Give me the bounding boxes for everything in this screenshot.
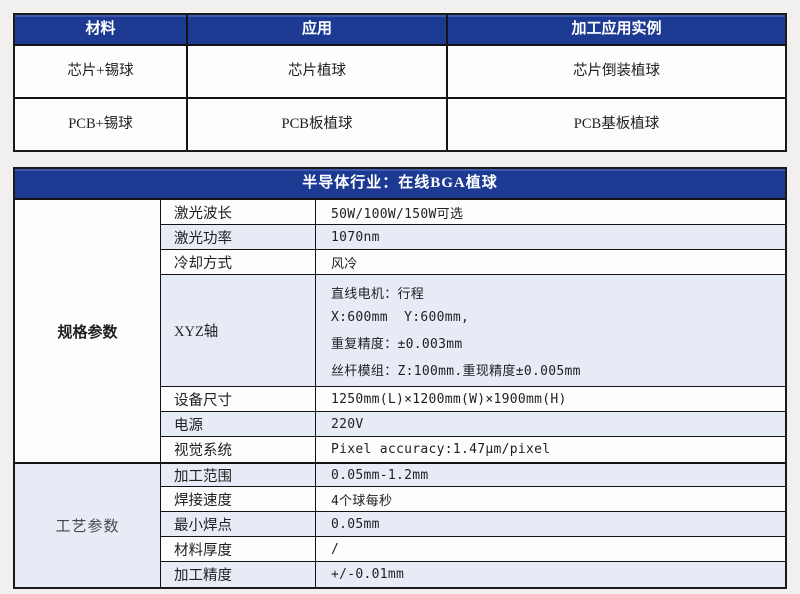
cell-processing-example: PCB基板植球 [573, 116, 660, 132]
param-value-line: 丝杆模组：Z:100mm.重现精度±0.005mm [331, 363, 581, 379]
table-row: 加工精度 +/-0.01mm [161, 562, 785, 587]
materials-table: 材料 应用 加工应用实例 芯片+锡球 芯片植球 芯片倒装植球 PCB+锡球 PC… [13, 13, 787, 152]
param-name: 激光功率 [161, 225, 316, 249]
spec-table: 半导体行业：在线BGA植球 规格参数 工艺参数 激光波长 50W/100W/15… [13, 167, 787, 589]
table-row: 加工范围 0.05mm-1.2mm [161, 462, 785, 487]
param-value: 直线电机：行程 X:600mm Y:600mm, 重复精度：±0.003mm 丝… [316, 275, 785, 386]
param-value: +/-0.01mm [331, 567, 405, 582]
param-name: 视觉系统 [161, 437, 316, 462]
param-name: 材料厚度 [161, 537, 316, 561]
table-row: 芯片+锡球 芯片植球 芯片倒装植球 [15, 46, 785, 99]
param-value: 220V [331, 416, 364, 432]
table-row: PCB+锡球 PCB板植球 PCB基板植球 [15, 99, 785, 150]
table-row: 视觉系统 Pixel accuracy:1.47μm/pixel [161, 437, 785, 462]
spec-table-title: 半导体行业：在线BGA植球 [15, 169, 785, 200]
param-value: 0.05mm [331, 516, 380, 532]
param-value: 风冷 [331, 256, 358, 272]
table-row: 电源 220V [161, 412, 785, 437]
param-name: 加工精度 [161, 562, 316, 587]
param-value-line: 重复精度：±0.003mm [331, 336, 463, 352]
header-cell-application: 应用 [186, 15, 448, 44]
table-row: 最小焊点 0.05mm [161, 512, 785, 537]
param-name: 焊接速度 [161, 487, 316, 511]
cell-application: 芯片植球 [186, 46, 448, 97]
param-value: 1070nm [331, 229, 380, 245]
cell-material: 芯片+锡球 [67, 63, 134, 79]
param-name: 冷却方式 [161, 250, 316, 274]
param-value: 4个球每秒 [331, 493, 393, 509]
cell-application: PCB板植球 [186, 99, 448, 150]
param-value: Pixel accuracy:1.47μm/pixel [331, 442, 551, 457]
param-value: 0.05mm-1.2mm [331, 467, 429, 483]
table-row: XYZ轴 直线电机：行程 X:600mm Y:600mm, 重复精度：±0.00… [161, 275, 785, 387]
cell-material: PCB+锡球 [68, 116, 133, 132]
param-value-line: 直线电机：行程 [331, 286, 425, 302]
cell-processing-example: 芯片倒装植球 [573, 63, 660, 79]
param-name: 设备尺寸 [161, 387, 316, 411]
table-row: 焊接速度 4个球每秒 [161, 487, 785, 512]
table-row: 设备尺寸 1250mm(L)×1200mm(W)×1900mm(H) [161, 387, 785, 412]
spec-table-body: 规格参数 工艺参数 激光波长 50W/100W/150W可选 激光功率 1070… [15, 200, 785, 587]
header-cell-processing-example: 加工应用实例 [571, 21, 662, 37]
param-name: 最小焊点 [161, 512, 316, 536]
param-name: XYZ轴 [161, 275, 316, 386]
materials-table-header-row: 材料 应用 加工应用实例 [15, 15, 785, 46]
param-value: / [331, 541, 340, 557]
table-row: 冷却方式 风冷 [161, 250, 785, 275]
param-name: 加工范围 [161, 464, 316, 486]
param-name: 激光波长 [161, 200, 316, 224]
param-value: 50W/100W/150W可选 [331, 206, 464, 222]
header-cell-material: 材料 [85, 21, 116, 37]
table-row: 材料厚度 / [161, 537, 785, 562]
spec-table-group-column: 规格参数 工艺参数 [15, 200, 161, 587]
group-label-specifications: 规格参数 [15, 200, 160, 462]
table-row: 激光功率 1070nm [161, 225, 785, 250]
group-label-process: 工艺参数 [15, 462, 160, 587]
param-value: 1250mm(L)×1200mm(W)×1900mm(H) [331, 391, 567, 407]
spec-table-rows: 激光波长 50W/100W/150W可选 激光功率 1070nm 冷却方式 风冷… [161, 200, 785, 587]
table-row: 激光波长 50W/100W/150W可选 [161, 200, 785, 225]
param-name: 电源 [161, 412, 316, 436]
param-value-line: X:600mm Y:600mm, [331, 309, 470, 325]
